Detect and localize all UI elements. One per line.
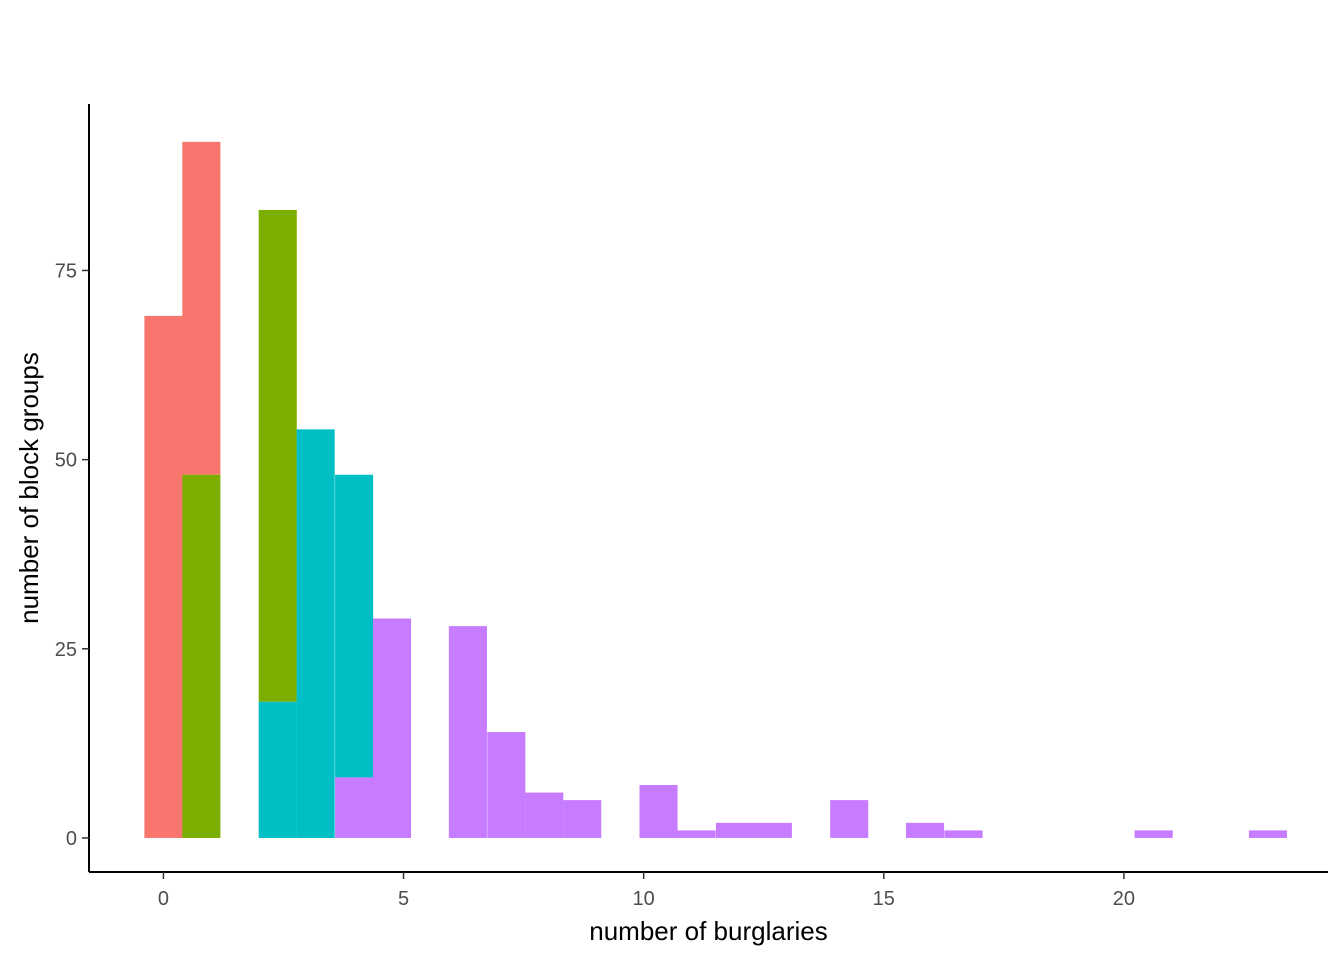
bar-series-3-bin-3 (335, 474, 374, 778)
bar-series-4-bin-12 (906, 822, 945, 838)
x-tick-label: 0 (158, 888, 169, 910)
x-tick-label: 20 (1113, 888, 1135, 910)
bar-series-3-bin-2 (296, 429, 335, 838)
bar-series-4-bin-10 (753, 822, 792, 838)
ticks-layer: 0 5 10 15 20 0 25 50 75 (55, 260, 1135, 910)
y-tick-label: 75 (55, 260, 77, 282)
bar-series-4-bin-14 (1134, 830, 1173, 838)
bar-series-4-bin-1 (335, 777, 374, 838)
y-tick-label: 25 (55, 639, 77, 661)
bars-layer (144, 141, 1288, 838)
bar-series-4-bin-13 (944, 830, 983, 838)
bar-series-4-bin-2 (372, 618, 412, 838)
bar-series-4-bin-6 (563, 800, 602, 838)
bar-series-2-bin-2 (258, 209, 297, 702)
bar-series-4-bin-9 (715, 822, 754, 838)
x-axis-title: number of burglaries (589, 916, 827, 946)
axes-layer (88, 104, 1328, 873)
bar-series-1-bin-2 (182, 141, 221, 475)
bar-series-4-bin-3 (448, 626, 487, 838)
x-tick-label: 10 (633, 888, 655, 910)
bar-series-2-bin-1 (182, 474, 221, 838)
y-tick-label: 0 (66, 828, 77, 850)
bar-series-4-bin-15 (1248, 830, 1288, 838)
bar-series-4-bin-4 (487, 732, 526, 838)
x-tick-label: 5 (398, 888, 409, 910)
bar-series-4-bin-5 (525, 792, 564, 838)
bar-series-4-bin-8 (677, 830, 716, 838)
y-axis-title: number of block groups (14, 352, 44, 624)
bar-series-4-bin-7 (639, 784, 678, 838)
y-tick-label: 50 (55, 450, 77, 472)
bar-series-3-bin-1 (258, 701, 297, 838)
bar-series-4-bin-11 (830, 800, 869, 838)
bar-series-1-bin-1 (144, 315, 183, 838)
x-tick-label: 15 (873, 888, 895, 910)
